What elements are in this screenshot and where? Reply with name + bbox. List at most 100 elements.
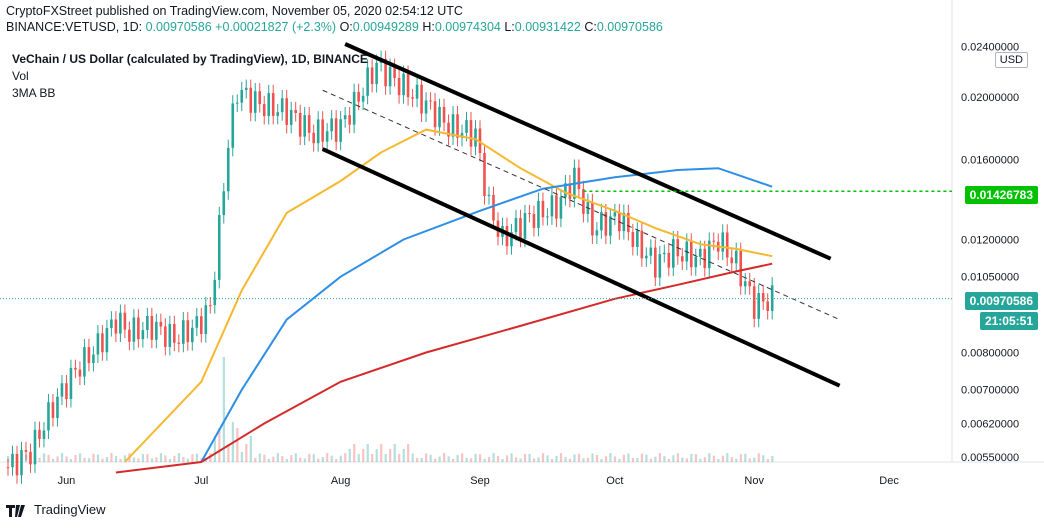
volume-bar (479, 454, 482, 462)
volume-bar (69, 458, 73, 462)
high-label: H: (422, 20, 435, 34)
publish-line: CryptoFXStreet published on TradingView.… (6, 4, 463, 18)
candle-body (141, 330, 145, 340)
candle-body (712, 240, 716, 242)
volume-bar (771, 456, 774, 462)
currency-button[interactable]: USD (994, 52, 1028, 68)
candle-body (433, 101, 437, 128)
high-value: 0.00974304 (434, 20, 501, 34)
volume-bar (667, 458, 670, 462)
candle-body (199, 316, 203, 335)
candle-body (146, 316, 149, 331)
low-label: L: (504, 20, 515, 34)
candle-body (375, 62, 378, 85)
y-tick-label: 0.01600000 (961, 154, 1019, 166)
footer-brand[interactable]: TradingView (6, 502, 106, 517)
volume-bar (510, 453, 513, 462)
volume-bar (726, 453, 729, 462)
candle-body (541, 200, 545, 218)
volume-bar (74, 454, 77, 462)
volume-bar (699, 458, 702, 462)
candle-body (739, 250, 743, 287)
volume-bar (425, 453, 428, 462)
channel-lower-line (321, 147, 841, 388)
x-tick-label: Oct (606, 475, 623, 487)
volume-bar (613, 456, 617, 462)
channel-mid-line (322, 89, 840, 321)
volume-bar (294, 453, 297, 462)
volume-bar (285, 458, 288, 462)
volume-bar (519, 458, 522, 462)
volume-bar (420, 457, 423, 462)
candle-body (325, 131, 329, 142)
candle-body (483, 153, 486, 197)
volume-bar (505, 455, 509, 462)
ohlc-line: BINANCE:VETUSD, 1D: 0.00970586 +0.000218… (6, 20, 663, 34)
volume-bar (308, 453, 311, 462)
volume-bar (321, 457, 324, 462)
volume-bar (730, 457, 733, 462)
candle-body (191, 327, 194, 343)
volume-bar (757, 453, 760, 462)
candle-body (420, 84, 423, 114)
volume-bar (281, 456, 284, 462)
candle-body (361, 95, 365, 102)
ma-legend[interactable]: 3MA BB (12, 86, 56, 100)
volume-bar (150, 458, 154, 462)
volume-bar (609, 453, 612, 462)
candle-body (748, 281, 752, 287)
volume-bar (168, 458, 172, 462)
volume-bar (218, 428, 221, 462)
volume-bar (132, 457, 136, 462)
candle-body (460, 132, 464, 138)
ma_mid-line (200, 167, 773, 463)
volume-bar (254, 458, 257, 462)
candle-body (640, 230, 644, 259)
candle-body (316, 119, 320, 144)
volume-bar (645, 454, 648, 462)
volume-bar (353, 444, 356, 462)
volume-bar (582, 458, 585, 462)
candle-body (492, 194, 495, 221)
volume-bar (182, 456, 185, 462)
volume-bar (339, 455, 342, 462)
candle-body (523, 213, 527, 239)
volume-bar (335, 458, 338, 462)
volume-bar (452, 458, 455, 462)
volume-bar (600, 458, 603, 462)
candle-body (770, 285, 774, 311)
volume-bar (604, 456, 608, 462)
candle-body (622, 212, 626, 232)
chart-title: VeChain / US Dollar (calculated by Tradi… (12, 52, 368, 66)
volume-bar (712, 455, 715, 462)
candle-body (424, 100, 428, 114)
candle-body (402, 73, 405, 96)
candle-body (343, 115, 347, 120)
volume-bar (155, 457, 158, 462)
candle-body (478, 128, 482, 154)
candle-body (204, 305, 208, 335)
volume-bar (438, 456, 441, 462)
volume-bar (303, 458, 306, 462)
candle-body (195, 316, 199, 328)
volume-bar (191, 454, 194, 462)
volume-bar (83, 457, 86, 462)
candle-body (689, 241, 693, 268)
ma_slow-line (115, 262, 773, 474)
volume-bar (146, 454, 149, 462)
volume-bar (717, 458, 720, 462)
volume-bar (110, 453, 113, 462)
volume-bar (465, 457, 468, 462)
candle-body (465, 120, 468, 133)
volume-legend[interactable]: Vol (12, 69, 29, 83)
candle-body (577, 167, 581, 190)
volume-bar (555, 455, 558, 462)
volume-bar (326, 453, 329, 462)
candle-body (60, 383, 64, 397)
volume-bar (501, 458, 504, 462)
candle-body (114, 319, 118, 334)
open-value: 0.00949289 (352, 20, 419, 34)
candle-body (528, 213, 531, 215)
volume-bar (317, 458, 320, 462)
